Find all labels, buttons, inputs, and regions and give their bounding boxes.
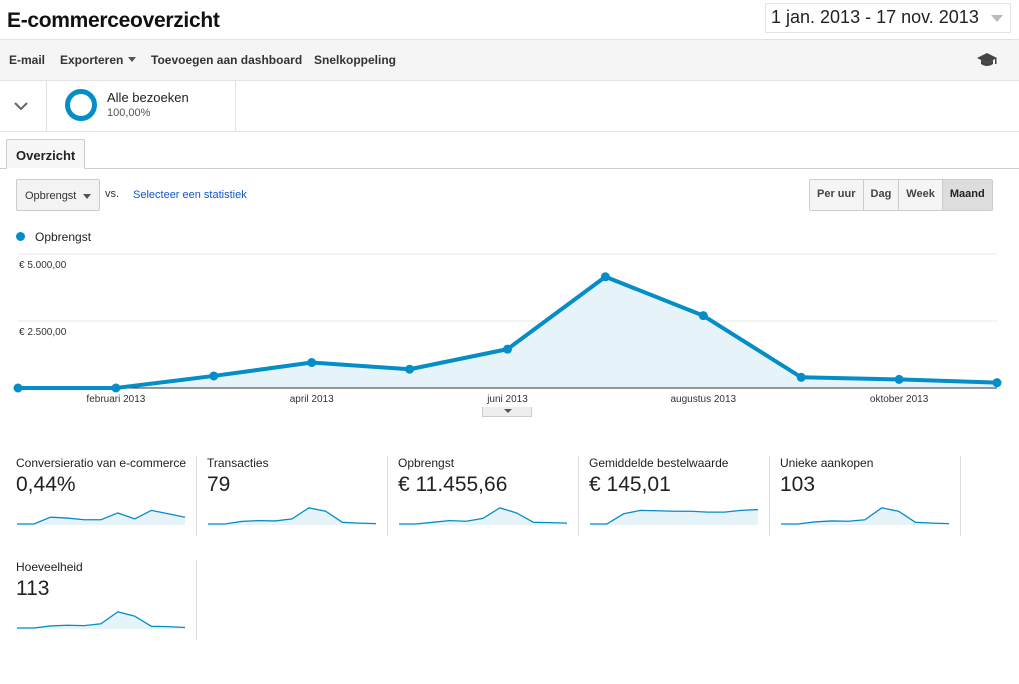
date-range-label: 1 jan. 2013 - 17 nov. 2013 xyxy=(771,7,979,27)
sparkline-area xyxy=(17,510,185,525)
revenue-chart: € 5.000,00 € 2.500,00 februari 2013 april 2… xyxy=(13,253,1002,405)
email-button[interactable]: E-mail xyxy=(9,53,46,67)
period-selector: Per uur Dag Week Maand xyxy=(809,179,993,211)
export-menu[interactable]: Exporteren xyxy=(60,53,137,67)
caret-down-icon xyxy=(83,194,91,199)
card-divider xyxy=(578,456,579,536)
metric-label: Hoeveelheid xyxy=(16,560,83,574)
metric-value: 103 xyxy=(780,473,816,496)
x-tick-label: juni 2013 xyxy=(486,394,528,405)
select-metric-link[interactable]: Selecteer een statistiek xyxy=(133,189,247,201)
chevron-down-icon xyxy=(14,102,28,111)
segment-all-visits[interactable]: Alle bezoeken 100,00% xyxy=(47,81,236,131)
data-point[interactable] xyxy=(13,383,23,393)
data-point[interactable] xyxy=(992,378,1002,388)
metric-value: € 11.455,66 xyxy=(398,473,508,496)
y-tick-label: € 2.500,00 xyxy=(19,327,67,338)
add-to-dashboard-button[interactable]: Toevoegen aan dashboard xyxy=(151,53,303,67)
sparkline-line xyxy=(17,509,186,525)
metric-select-value: Opbrengst xyxy=(25,190,77,202)
tab-bar: Overzicht xyxy=(0,139,1019,169)
period-day-button[interactable]: Dag xyxy=(863,180,900,210)
date-range-picker[interactable]: 1 jan. 2013 - 17 nov. 2013 xyxy=(765,3,1011,33)
data-point[interactable] xyxy=(405,364,415,374)
period-month-button[interactable]: Maand xyxy=(942,180,992,210)
sparkline-area xyxy=(208,507,376,525)
metric-label: Opbrengst xyxy=(398,456,455,470)
page-header: E-commerceoverzicht 1 jan. 2013 - 17 nov… xyxy=(0,0,1019,40)
data-point[interactable] xyxy=(503,344,512,354)
segment-bar: Alle bezoeken 100,00% xyxy=(0,81,1019,132)
sparkline xyxy=(17,611,186,629)
card-divider xyxy=(196,456,197,536)
metric-value: € 145,01 xyxy=(589,473,671,496)
x-tick-label: oktober 2013 xyxy=(870,394,929,405)
page-title: E-commerceoverzicht xyxy=(7,9,220,32)
metric-label: Conversieratio van e-commerce xyxy=(16,456,187,470)
data-point[interactable] xyxy=(209,371,219,381)
legend-dot-icon xyxy=(16,232,25,241)
legend-label: Opbrengst xyxy=(35,230,92,244)
metric-card[interactable]: Opbrengst € 11.455,66 xyxy=(398,456,588,536)
metric-select[interactable]: Opbrengst xyxy=(16,179,100,211)
segment-name: Alle bezoeken xyxy=(107,90,189,105)
chart-resize-handle[interactable] xyxy=(482,407,532,417)
data-point[interactable] xyxy=(894,374,904,384)
report-toolbar: E-mail Exporteren Toevoegen aan dashboar… xyxy=(0,40,1019,81)
sparkline xyxy=(781,507,950,525)
sparkline-area xyxy=(590,509,758,525)
segment-ring-icon xyxy=(65,89,97,121)
data-point[interactable] xyxy=(307,358,317,368)
sparkline xyxy=(17,509,186,525)
export-label: Exporteren xyxy=(60,53,124,67)
data-point[interactable] xyxy=(698,311,708,321)
sparkline-line xyxy=(208,507,377,525)
card-divider xyxy=(769,456,770,536)
y-tick-label: € 5.000,00 xyxy=(19,260,67,271)
sparkline-area xyxy=(399,507,567,525)
sparkline-line xyxy=(590,508,759,525)
segment-toggle[interactable] xyxy=(0,81,47,131)
x-tick-label: april 2013 xyxy=(290,394,334,405)
vs-label: vs. xyxy=(105,188,120,200)
sparkline xyxy=(590,508,759,525)
card-divider xyxy=(960,456,961,536)
revenue-area xyxy=(18,276,997,388)
sparkline-line xyxy=(17,611,186,629)
period-week-button[interactable]: Week xyxy=(899,180,943,210)
metric-value: 113 xyxy=(16,577,50,600)
graduation-cap-icon[interactable] xyxy=(976,51,998,69)
metric-label: Gemiddelde bestelwaarde xyxy=(589,456,729,470)
sparkline-line xyxy=(399,507,568,525)
chevron-down-icon xyxy=(991,15,1003,22)
segment-percent: 100,00% xyxy=(107,107,151,119)
card-divider xyxy=(196,560,197,640)
metric-card[interactable]: Gemiddelde bestelwaarde € 145,01 xyxy=(589,456,779,536)
metric-card[interactable]: Conversieratio van e-commerce 0,44% xyxy=(16,456,206,536)
sparkline-area xyxy=(17,611,185,629)
sparkline xyxy=(399,507,568,525)
sparkline-area xyxy=(781,507,949,525)
sparkline-line xyxy=(781,507,950,525)
metric-card[interactable]: Unieke aankopen 103 xyxy=(780,456,970,536)
data-point[interactable] xyxy=(111,383,121,393)
metric-label: Unieke aankopen xyxy=(780,456,874,470)
card-divider xyxy=(387,456,388,536)
shortcut-button[interactable]: Snelkoppeling xyxy=(314,53,397,67)
triangle-down-icon xyxy=(504,409,512,413)
data-point[interactable] xyxy=(600,272,610,282)
tab-overview[interactable]: Overzicht xyxy=(6,139,86,169)
x-tick-label: februari 2013 xyxy=(86,394,145,405)
sparkline xyxy=(208,507,377,525)
data-point[interactable] xyxy=(796,372,806,382)
caret-down-icon xyxy=(128,57,137,62)
metric-card[interactable]: Hoeveelheid 113 xyxy=(16,560,206,640)
metric-label: Transacties xyxy=(207,456,269,470)
period-hourly-button[interactable]: Per uur xyxy=(810,180,864,210)
metric-value: 79 xyxy=(207,473,231,496)
metric-value: 0,44% xyxy=(16,473,76,496)
x-tick-label: augustus 2013 xyxy=(670,394,736,405)
metric-card[interactable]: Transacties 79 xyxy=(207,456,397,536)
